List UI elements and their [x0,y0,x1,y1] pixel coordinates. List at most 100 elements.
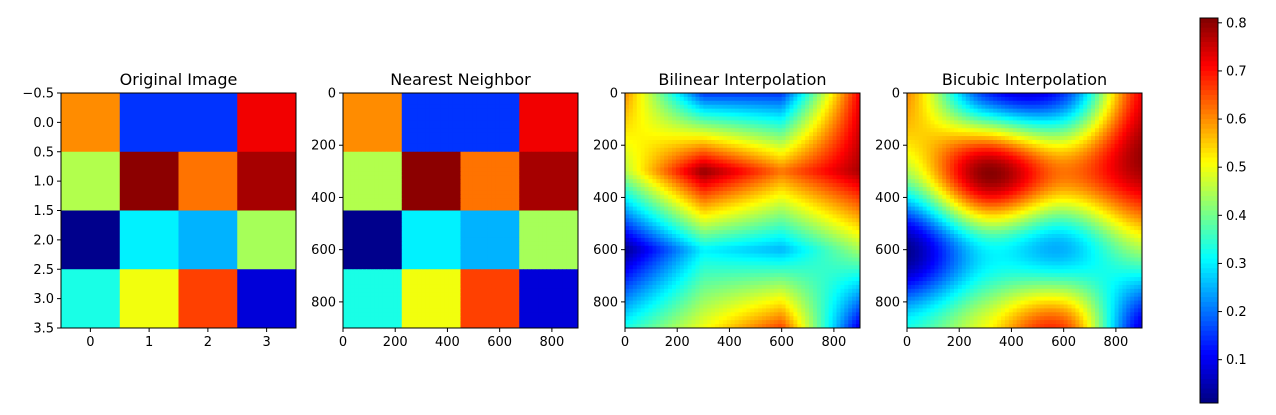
heatmap-cell [378,120,382,124]
heatmap-cell [676,140,680,144]
heatmap-cell [445,289,449,293]
heatmap-cell [539,218,543,222]
heatmap-cell [680,132,684,136]
heatmap-cell [511,195,515,199]
heatmap-cell [633,136,637,140]
heatmap-cell [719,93,723,97]
heatmap-cell [547,148,551,152]
heatmap-cell [484,246,488,250]
heatmap-cell [825,167,829,171]
heatmap-cell [504,175,508,179]
heatmap-cell [453,297,457,301]
heatmap-cell [453,301,457,305]
heatmap-cell [523,113,527,117]
heatmap-cell [445,207,449,211]
heatmap-cell [417,230,421,234]
heatmap-cell [649,167,653,171]
heatmap-cell [570,281,574,285]
heatmap-cell [762,93,766,97]
heatmap-cell [488,128,492,132]
heatmap-cell [425,128,429,132]
heatmap-cell [347,117,351,121]
heatmap-cell [699,152,703,156]
heatmap-cell [558,226,562,230]
heatmap-cell [425,285,429,289]
heatmap-cell [508,97,512,101]
heatmap-cell [547,171,551,175]
heatmap-cell [414,207,418,211]
heatmap-cell [570,136,574,140]
heatmap-cell [519,273,523,277]
heatmap-cell [453,140,457,144]
heatmap-cell [515,305,519,309]
heatmap-cell [394,222,398,226]
heatmap-cell [374,234,378,238]
heatmap-cell [394,285,398,289]
heatmap-cell [347,124,351,128]
heatmap-cell [414,230,418,234]
heatmap-cell [421,195,425,199]
heatmap-cell [562,308,566,312]
heatmap-cell [359,211,363,215]
heatmap-cell [386,218,390,222]
heatmap-cell [480,109,484,113]
heatmap-cell [378,97,382,101]
heatmap-cell [437,218,441,222]
heatmap-cell [445,195,449,199]
heatmap-cell [496,250,500,254]
heatmap-cell [515,281,519,285]
heatmap-cell [519,238,523,242]
heatmap-cell [398,320,402,324]
heatmap-cell [825,128,829,132]
heatmap-cell [680,152,684,156]
heatmap-cell [719,152,723,156]
heatmap-cell [739,156,743,160]
heatmap-cell [445,167,449,171]
heatmap-cell [676,101,680,105]
heatmap-cell [488,246,492,250]
heatmap-cell [840,128,844,132]
heatmap-cell [570,124,574,128]
heatmap-cell [441,117,445,121]
heatmap-cell [539,234,543,238]
heatmap-cell [645,113,649,117]
heatmap-cell [637,148,641,152]
heatmap-cell [496,148,500,152]
heatmap-cell [484,222,488,226]
heatmap-cell [429,316,433,320]
heatmap-cell [468,171,472,175]
heatmap-cell [723,93,727,97]
heatmap-cell [347,136,351,140]
heatmap-cell [476,164,480,168]
heatmap-cell [414,214,418,218]
heatmap-cell [558,160,562,164]
heatmap-cell [437,265,441,269]
heatmap-cell [480,214,484,218]
heatmap-cell [402,203,406,207]
heatmap-cell [813,132,817,136]
heatmap-cell [754,124,758,128]
heatmap-cell [837,148,841,152]
heatmap-cell [813,105,817,109]
heatmap-cell [449,281,453,285]
heatmap-cell [739,120,743,124]
heatmap-cell [531,152,535,156]
heatmap-cell [457,308,461,312]
heatmap-cell [449,265,453,269]
heatmap-cell [523,285,527,289]
heatmap-cell [641,160,645,164]
heatmap-cell [511,160,515,164]
heatmap-cell [743,105,747,109]
heatmap-cell [570,187,574,191]
heatmap-cell [790,132,794,136]
heatmap-cell [782,124,786,128]
heatmap-cell [844,136,848,140]
heatmap-cell [441,281,445,285]
y-tick-label: −0.5 [22,87,54,102]
heatmap-cell [844,148,848,152]
heatmap-cell [437,175,441,179]
heatmap-cell [805,140,809,144]
heatmap-cell [660,101,664,105]
heatmap-cell [386,281,390,285]
heatmap-cell [480,144,484,148]
